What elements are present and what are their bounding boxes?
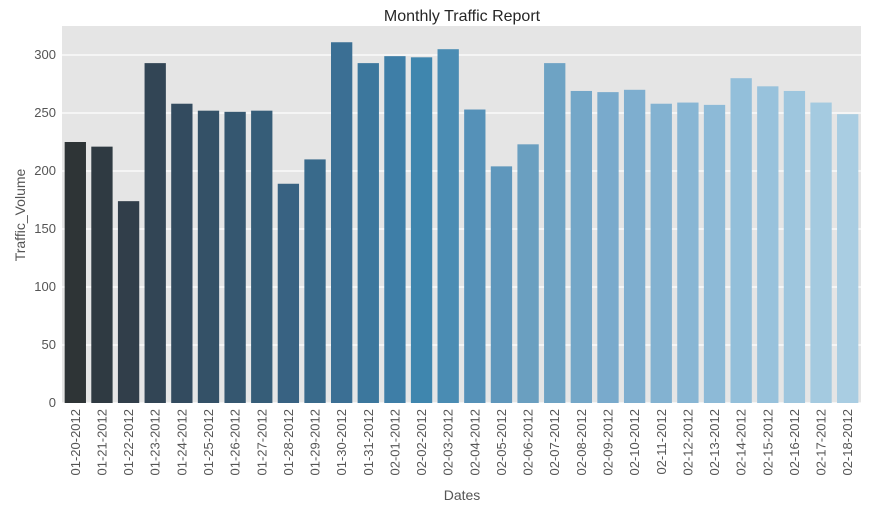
x-tick-label: 02-13-2012 [707, 409, 722, 476]
bar [410, 57, 433, 403]
x-tick-label: 02-11-2012 [654, 409, 669, 475]
x-tick-label: 02-16-2012 [787, 409, 802, 476]
bar [464, 109, 486, 404]
bar [117, 201, 140, 403]
bar [384, 56, 406, 403]
bar [783, 90, 806, 404]
x-tick-label: 02-05-2012 [494, 409, 509, 476]
plot-background [62, 26, 861, 403]
bar [544, 63, 566, 404]
bar [730, 78, 752, 403]
x-tick-labels: 01-20-2012 01-21-2012 01-22-2012 01-23-2012… [68, 409, 855, 476]
x-tick-label: 01-30-2012 [334, 409, 349, 476]
x-tick-label: 02-15-2012 [760, 409, 775, 476]
y-tick-label: 150 [34, 221, 56, 236]
bar [677, 102, 699, 403]
bar [277, 183, 300, 403]
x-tick-label: 02-06-2012 [521, 409, 536, 476]
bar [570, 90, 593, 404]
x-tick-label: 01-29-2012 [308, 409, 323, 476]
bar [650, 103, 672, 403]
bar [251, 110, 273, 404]
y-tick-label: 200 [34, 163, 56, 178]
bar [597, 92, 619, 404]
x-tick-label: 01-22-2012 [121, 409, 136, 476]
bar [810, 102, 832, 403]
bar [91, 146, 113, 403]
x-tick-label: 02-04-2012 [467, 409, 482, 476]
bar [703, 104, 726, 403]
x-tick-label: 01-26-2012 [228, 409, 243, 476]
bars [64, 42, 859, 404]
x-tick-label: 02-10-2012 [627, 409, 642, 476]
chart-title: Monthly Traffic Report [384, 8, 541, 25]
x-tick-label: 02-14-2012 [734, 409, 749, 476]
x-tick-label: 02-03-2012 [441, 409, 456, 476]
x-tick-label: 01-23-2012 [148, 409, 163, 476]
x-tick-label: 02-17-2012 [814, 409, 829, 476]
bar [517, 144, 539, 403]
bar [144, 63, 166, 404]
x-tick-label: 02-18-2012 [840, 409, 855, 476]
bar [490, 166, 513, 403]
x-tick-label: 01-21-2012 [94, 409, 109, 476]
x-tick-label: 01-31-2012 [361, 409, 376, 476]
x-tick-label: 01-24-2012 [174, 409, 189, 476]
x-tick-label: 01-27-2012 [254, 409, 269, 476]
bar [357, 63, 379, 404]
bar [437, 49, 459, 403]
bar [64, 142, 86, 403]
bar [224, 111, 246, 403]
y-tick-labels: 0 50 100 150 200 250 300 [34, 47, 56, 410]
x-tick-label: 01-20-2012 [68, 409, 83, 476]
y-tick-label: 100 [34, 279, 56, 294]
x-tick-label: 01-25-2012 [201, 409, 216, 476]
y-tick-label: 300 [34, 47, 56, 62]
x-tick-label: 02-08-2012 [574, 409, 589, 476]
y-tick-label: 0 [49, 395, 56, 410]
grid-lines [62, 54, 861, 404]
x-axis-label: Dates [444, 487, 481, 503]
x-tick-label: 02-01-2012 [387, 409, 402, 476]
y-tick-label: 50 [42, 337, 56, 352]
bar [304, 159, 326, 403]
y-axis-label: Traffic_Volume [12, 168, 28, 261]
bar [330, 42, 353, 404]
x-tick-label: 02-07-2012 [547, 409, 562, 476]
bar [171, 103, 193, 403]
x-tick-label: 02-02-2012 [414, 409, 429, 476]
bar [623, 89, 646, 404]
x-tick-label: 02-12-2012 [680, 409, 695, 476]
bar [757, 86, 779, 403]
x-tick-label: 01-28-2012 [281, 409, 296, 476]
x-tick-label: 02-09-2012 [600, 409, 615, 476]
bar [197, 110, 220, 404]
bar [837, 114, 859, 403]
y-tick-label: 250 [34, 105, 56, 120]
